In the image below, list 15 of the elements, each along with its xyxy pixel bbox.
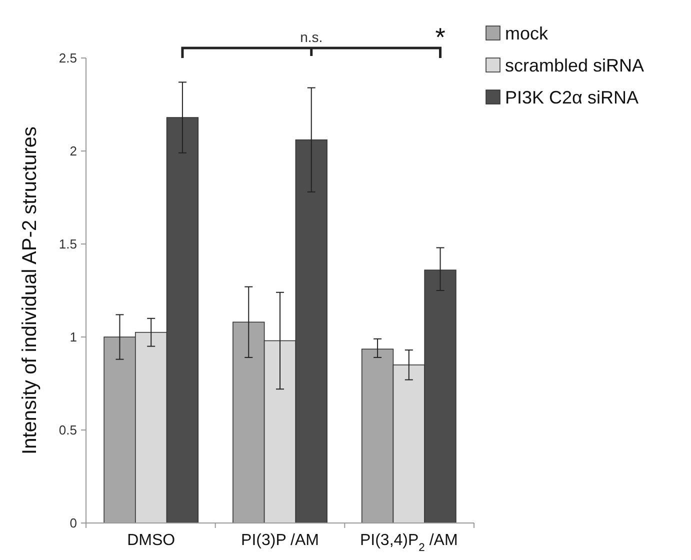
x-tick-label: PI(3)P /AM (241, 532, 319, 549)
y-tick-label: 0.5 (58, 422, 77, 438)
x-tick-label: PI(3,4)P$_{2}$ /AM (360, 532, 458, 554)
y-tick-label: 2 (70, 144, 77, 159)
y-tick-label: 1 (70, 330, 77, 345)
text: n.s. (300, 29, 323, 45)
y-axis-title: Intensity of individual AP-2 structures (19, 126, 41, 454)
y-tick-label: 2.5 (58, 50, 77, 66)
legend-label: scrambled siRNA (505, 55, 644, 76)
text: * (435, 22, 446, 52)
y-tick-label: 1.5 (58, 236, 77, 252)
legend-label: PI3K C2α siRNA (505, 87, 638, 108)
x-tick-label: DMSO (127, 532, 176, 549)
y-tick-label: 0 (70, 516, 77, 531)
legend-label: mock (505, 23, 550, 44)
